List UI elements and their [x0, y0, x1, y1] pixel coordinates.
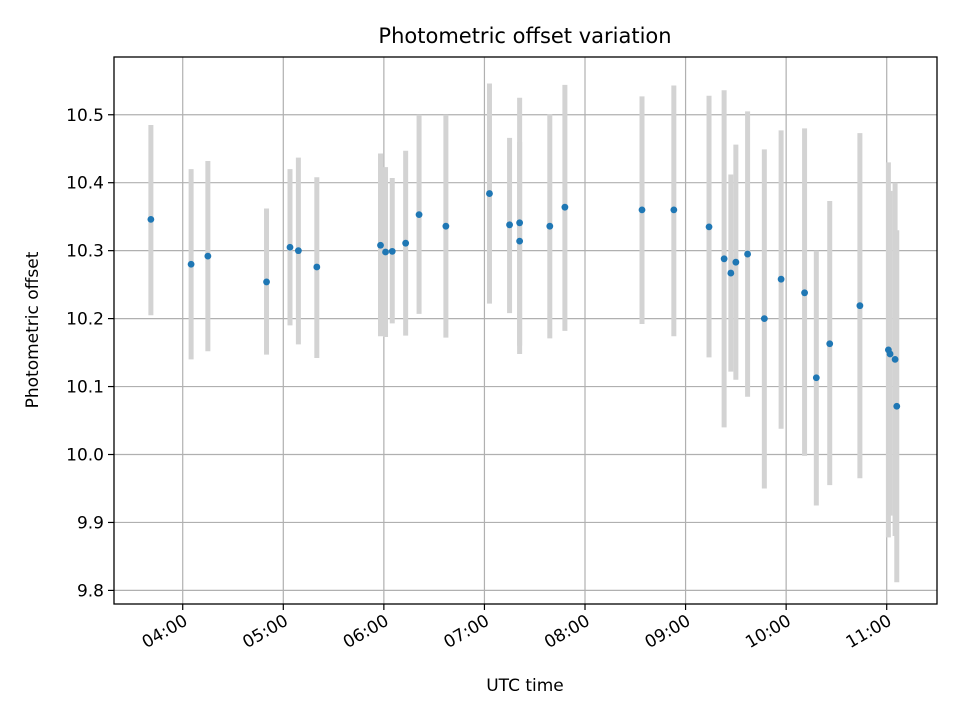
data-point [187, 260, 195, 268]
y-tick-label: 10.4 [66, 174, 104, 194]
data-point [516, 237, 524, 245]
data-point [294, 247, 302, 255]
data-point [263, 278, 270, 286]
data-point [147, 216, 155, 223]
x-tick-label: 07:00 [440, 611, 492, 653]
data-point [382, 248, 389, 256]
y-axis-label: Photometric offset [23, 251, 43, 408]
data-point [638, 206, 646, 214]
data-point [720, 255, 728, 263]
data-point [801, 289, 808, 297]
error-bars [148, 83, 900, 583]
data-point [886, 350, 894, 358]
data-point [705, 223, 713, 231]
x-tick-label: 09:00 [642, 611, 694, 653]
plot-frame [113, 56, 938, 605]
data-point [516, 219, 524, 227]
data-point [546, 222, 554, 230]
data-point [893, 402, 901, 410]
data-point [891, 355, 899, 363]
data-point [486, 190, 493, 197]
y-tick-label: 10.3 [66, 242, 104, 262]
x-tick-label: 04:00 [139, 611, 191, 653]
data-point [415, 211, 423, 219]
data-points [147, 190, 901, 410]
data-point [777, 275, 785, 283]
x-tick-label: 05:00 [239, 611, 291, 653]
data-point [856, 302, 864, 310]
data-point [744, 250, 751, 258]
data-point [506, 221, 513, 229]
grid [114, 57, 937, 604]
data-point [442, 222, 450, 230]
data-point [727, 269, 735, 277]
data-point [561, 203, 569, 211]
y-tick-label: 10.1 [66, 378, 104, 398]
y-tick-label: 10.0 [66, 446, 104, 466]
data-point [826, 340, 834, 348]
data-point [402, 239, 410, 247]
data-point [670, 206, 678, 214]
data-point [760, 315, 768, 323]
x-tick-label: 10:00 [742, 611, 794, 653]
data-point [388, 247, 396, 255]
y-tick-label: 9.9 [77, 513, 104, 533]
x-tick-label: 11:00 [843, 611, 895, 653]
data-point [204, 252, 212, 260]
data-point [313, 263, 321, 271]
x-tick-label: 06:00 [340, 611, 392, 653]
y-tick-label: 10.5 [66, 106, 104, 126]
chart-title: Photometric offset variation [378, 24, 671, 48]
data-point [286, 243, 294, 251]
y-tick-label: 9.8 [77, 581, 104, 601]
data-point [732, 258, 740, 266]
data-point [812, 374, 820, 382]
data-point [377, 241, 384, 249]
y-tick-label: 10.2 [66, 310, 104, 330]
x-tick-label: 08:00 [541, 611, 593, 653]
x-axis-label: UTC time [486, 676, 564, 696]
